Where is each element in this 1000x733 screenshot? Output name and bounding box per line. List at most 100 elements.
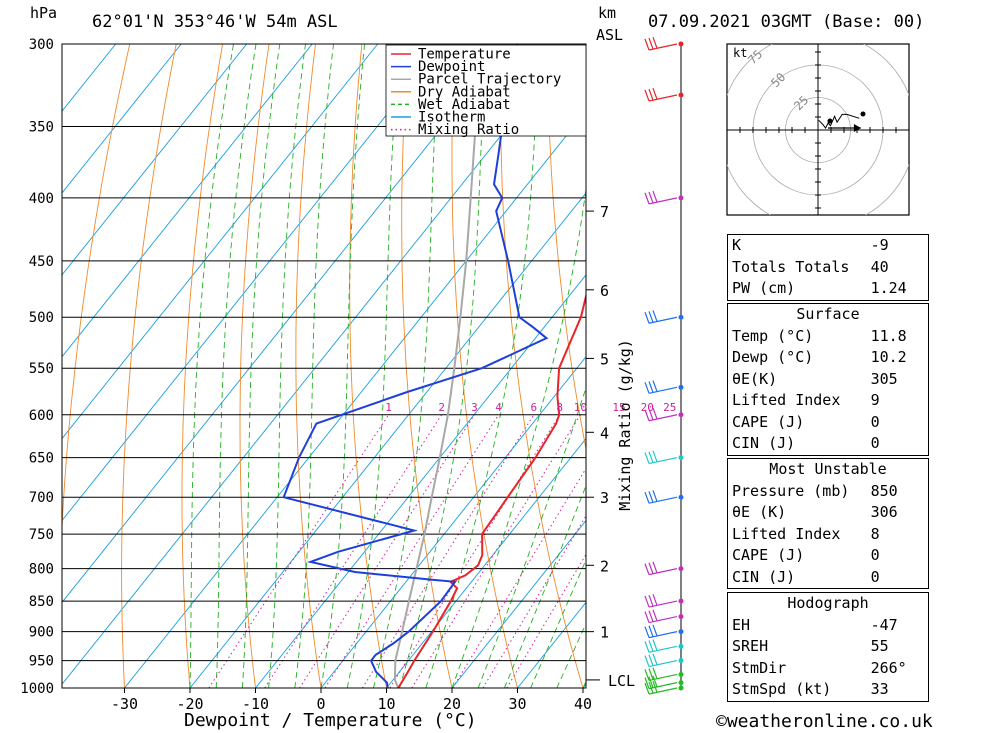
wind-barb-shaft <box>648 645 678 653</box>
index-label: CAPE (J) <box>732 412 805 431</box>
hodograph-trace <box>818 113 860 130</box>
wind-barb-feather <box>652 653 658 665</box>
storm-motion-arrow <box>853 124 861 132</box>
wind-barb-feather <box>648 451 654 463</box>
wind-barb-dot <box>678 671 684 677</box>
wind-barb-dot <box>678 195 684 201</box>
mixing-ratio-label: 15 <box>612 401 625 414</box>
x-tick-label: 20 <box>443 695 461 713</box>
isotherm-line <box>320 356 586 688</box>
isotherm-line <box>451 519 586 688</box>
index-value: -47 <box>870 615 898 634</box>
wind-barb <box>644 609 684 624</box>
wind-barb-shaft <box>648 43 678 51</box>
wind-barb-feather <box>644 595 650 608</box>
height-unit-asl: ASL <box>596 26 624 44</box>
wet-adiabat-line <box>425 44 540 688</box>
index-row: Totals Totals 40 <box>728 257 928 279</box>
wind-barb-feather <box>644 669 650 681</box>
legend-label: Mixing Ratio <box>418 122 519 138</box>
pressure-tick-label: 450 <box>29 254 54 270</box>
wind-barb <box>644 667 684 682</box>
wind-barb-dot <box>678 412 684 418</box>
wind-barb-feather <box>648 594 654 607</box>
index-row: SREH 55 <box>728 636 928 658</box>
pressure-tick-label: 350 <box>29 119 54 135</box>
wind-barb-feather <box>648 668 654 680</box>
height-tick-label: 4 <box>600 424 609 442</box>
index-value: 266° <box>870 658 907 677</box>
wind-barb <box>644 380 684 394</box>
pressure-unit-label: hPa <box>30 4 58 22</box>
wind-barb-feather <box>648 562 654 574</box>
wind-barb-feather <box>644 492 650 504</box>
isotherm-line <box>62 44 182 194</box>
pressure-tick-label: 700 <box>29 490 54 506</box>
wind-barb-feather <box>648 408 654 421</box>
mixing-ratio-line <box>324 414 500 688</box>
index-label: θE (K) <box>732 503 787 521</box>
most-unstable-title: Most Unstable <box>769 460 887 478</box>
wet-adiabat-line <box>530 558 586 688</box>
wind-barb <box>644 450 684 465</box>
wind-barb-dot <box>678 314 684 320</box>
wind-barb-shaft <box>648 414 678 422</box>
index-value: 0 <box>870 412 880 431</box>
index-row: CIN (J) 0 <box>728 433 928 455</box>
dewpoint-line <box>282 44 549 688</box>
hodograph-indices-title: Hodograph <box>787 594 869 612</box>
index-label: EH <box>732 615 751 634</box>
surface-box: Surface Temp (°C) 11.8 Dewp (°C) 10.2 θE(K) 3… <box>727 303 929 456</box>
x-tick-label: -30 <box>111 695 138 713</box>
wind-barb-feather <box>648 37 654 50</box>
index-label: CIN (J) <box>732 567 796 586</box>
isotherm-line <box>62 44 248 276</box>
x-tick-label: 10 <box>377 695 395 713</box>
wind-barb-feather <box>652 87 658 100</box>
index-value: 33 <box>870 680 889 698</box>
hodograph-point <box>860 111 866 117</box>
pressure-tick-label: 800 <box>29 562 54 578</box>
wind-barb-dot <box>678 455 684 461</box>
pressure-tick-label: 550 <box>29 361 54 377</box>
wind-barb-shaft <box>648 568 678 576</box>
height-tick-label: 1 <box>600 624 609 642</box>
isotherm-line <box>62 44 575 685</box>
wind-barb-feather <box>652 380 658 392</box>
wet-adiabat-line <box>346 44 401 688</box>
pressure-tick-label: 750 <box>29 527 54 543</box>
wind-barb-feather <box>648 88 654 101</box>
mixing-ratio-axis-label: Mixing Ratio (g/kg) <box>616 339 634 511</box>
index-value: 55 <box>870 637 889 655</box>
wind-barb-dot <box>678 494 684 500</box>
wind-barb <box>644 561 684 576</box>
index-value: 306 <box>870 503 898 521</box>
mixing-ratio-label: 25 <box>663 401 676 414</box>
wind-barb-feather <box>652 680 658 693</box>
index-row: PW (cm) 1.24 <box>728 278 928 300</box>
dry-adiabat-line <box>966 44 1000 688</box>
wind-barb <box>644 407 684 422</box>
wind-barb-feather <box>644 409 650 421</box>
index-label: Dewp (°C) <box>732 348 814 366</box>
mixing-ratio-label: 4 <box>495 401 502 414</box>
wind-barb-feather <box>648 311 654 323</box>
wind-barb-feather <box>644 677 650 689</box>
wind-barb <box>644 653 684 668</box>
mixing-ratio-line <box>389 414 561 688</box>
wind-barb-dot <box>678 92 684 98</box>
wind-barb-feather <box>648 654 654 666</box>
index-label: CAPE (J) <box>732 546 805 564</box>
index-label: StmDir <box>732 658 787 677</box>
index-label: CIN (J) <box>732 434 796 452</box>
pressure-tick-label: 600 <box>29 408 54 424</box>
index-label: θE(K) <box>732 369 778 388</box>
legend-label: Isotherm <box>418 110 485 126</box>
dry-adiabat-line <box>62 44 131 536</box>
hodograph-unit-label: kt <box>733 46 747 60</box>
mixing-ratio-label: 6 <box>531 401 538 414</box>
mixing-ratio-line <box>264 414 443 688</box>
wind-barb-shaft <box>648 687 678 695</box>
index-row: θE(K) 305 <box>728 369 928 391</box>
